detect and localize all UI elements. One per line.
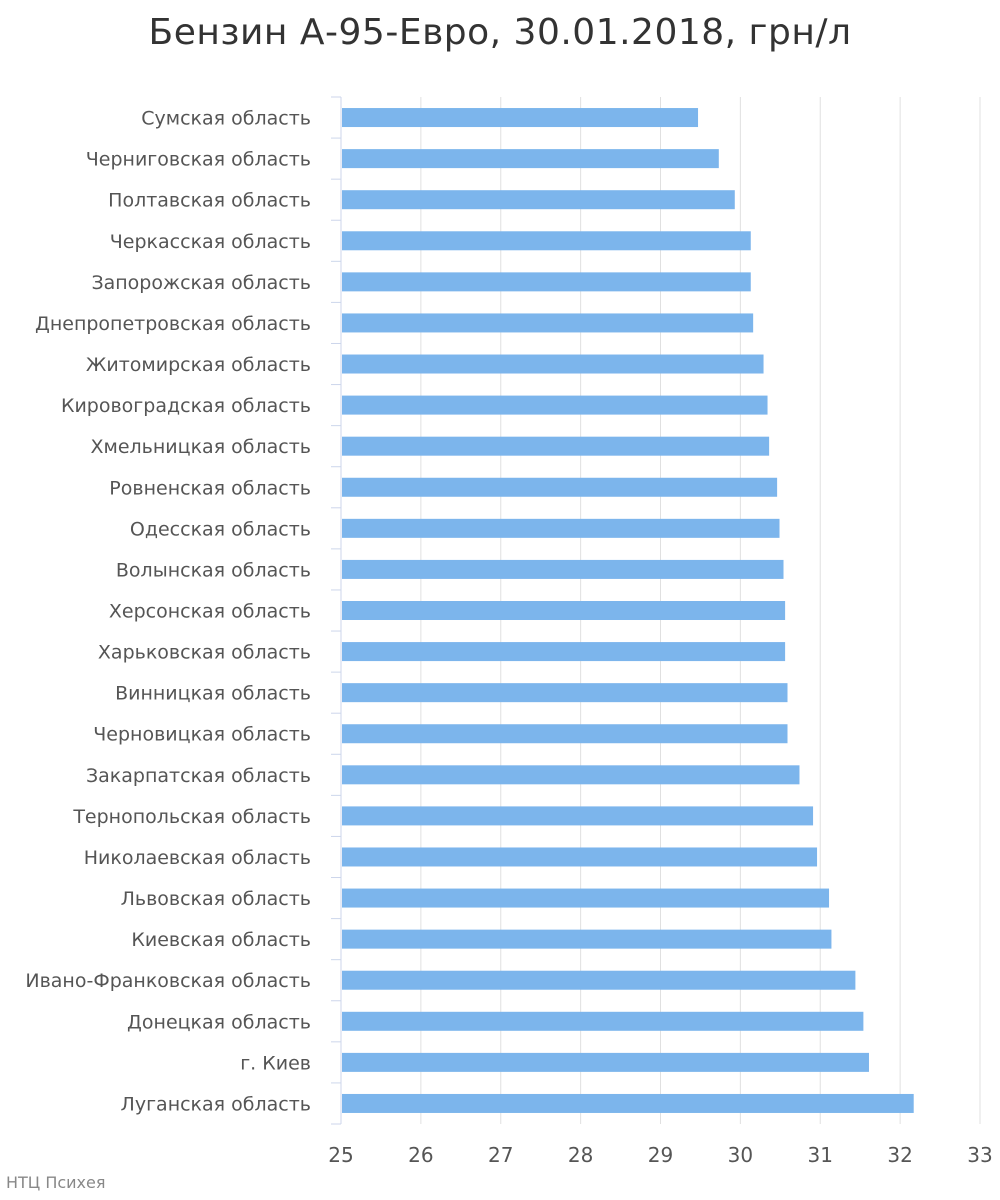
x-tick-label: 33 [967,1143,992,1167]
bar [342,847,818,867]
x-tick-label: 30 [728,1143,753,1167]
category-label: Полтавская область [108,190,311,212]
bar [342,888,830,908]
category-label: Львовская область [121,888,311,910]
category-label: Хмельницкая область [90,436,311,458]
bar [342,149,719,169]
category-label: Житомирская область [86,354,311,376]
bars [342,108,914,1113]
y-axis [331,96,342,1125]
chart-title: Бензин А-95-Евро, 30.01.2018, грн/л [148,12,852,53]
category-label: Кировоградская область [61,395,311,417]
x-tick-label: 26 [408,1143,433,1167]
bar [342,190,735,210]
bar [342,477,778,497]
category-label: Запорожская область [91,272,311,294]
category-label: Сумская область [141,108,311,130]
bar [342,601,786,620]
bar [342,765,800,785]
category-label: г. Киев [240,1052,311,1074]
bar [342,642,786,662]
bar [342,683,788,703]
bar [342,395,768,415]
bar [342,1011,864,1031]
category-label: Николаевская область [84,847,311,869]
bar [342,313,754,333]
bar [342,231,751,251]
bar [342,436,770,456]
category-label: Винницкая область [115,683,311,705]
x-tick-label: 27 [488,1143,513,1167]
x-tick-label: 32 [887,1143,912,1167]
bar [342,559,784,579]
bar [342,970,856,990]
credit-text: НТЦ Психея [6,1173,106,1192]
category-label: Луганская область [121,1093,311,1115]
bar [342,108,699,128]
category-label: Харьковская область [98,642,311,664]
x-tick-label: 31 [808,1143,833,1167]
category-label: Черновицкая область [93,724,311,746]
category-label: Днепропетровская область [35,313,311,335]
category-label: Ровненская область [109,477,311,499]
category-label: Ивано-Франковская область [25,970,311,992]
bar [342,518,780,538]
bar [342,806,814,826]
x-tick-label: 28 [568,1143,593,1167]
x-tick-label: 29 [648,1143,673,1167]
category-label: Донецкая область [127,1011,311,1033]
bar [342,272,751,292]
category-label: Черкасская область [110,231,311,253]
category-labels: Сумская область Черниговская область Полта… [25,108,311,1116]
bar [342,929,832,949]
bar [342,724,788,744]
category-label: Киевская область [131,929,311,951]
bar [342,354,764,374]
category-label: Тернопольская область [72,806,311,828]
x-tick-label: 25 [328,1143,353,1167]
category-label: Закарпатская область [86,765,311,787]
bar [342,1052,869,1072]
x-tick-labels: 25 26 27 28 29 30 31 32 33 [328,1143,992,1167]
category-label: Одесская область [130,518,311,540]
bar [342,1093,914,1113]
category-label: Херсонская область [109,601,311,623]
category-label: Черниговская область [86,149,311,171]
category-label: Волынская область [116,559,311,581]
